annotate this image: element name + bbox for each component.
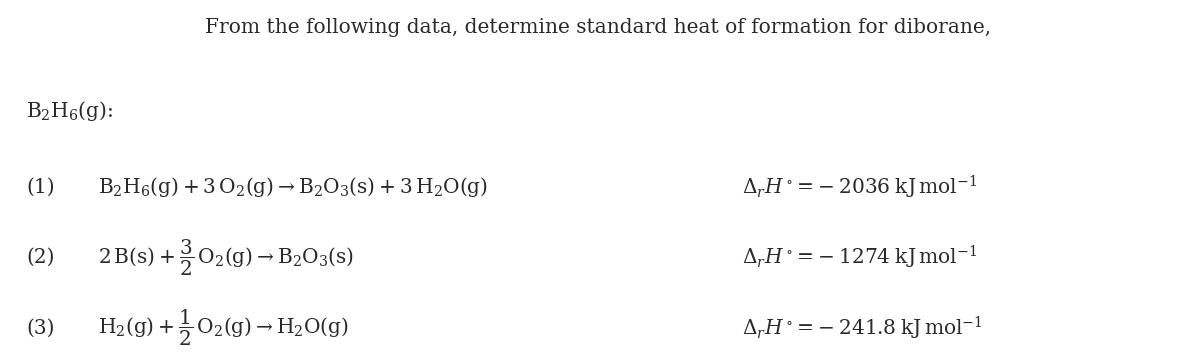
Text: $\mathrm{2\,B(s)+\dfrac{3}{2}\,O_2(g)\rightarrow B_2O_3(s)}$: $\mathrm{2\,B(s)+\dfrac{3}{2}\,O_2(g)\ri… <box>98 238 354 278</box>
Text: (1): (1) <box>26 178 55 197</box>
Text: From the following data, determine standard heat of formation for diborane,: From the following data, determine stand… <box>205 18 991 37</box>
Text: (2): (2) <box>26 248 55 267</box>
Text: $\mathrm{H_2(g)+\dfrac{1}{2}\,O_2(g)\rightarrow H_2O(g)}$: $\mathrm{H_2(g)+\dfrac{1}{2}\,O_2(g)\rig… <box>98 308 349 348</box>
Text: $\mathrm{B_2H_6(g)}$:: $\mathrm{B_2H_6(g)}$: <box>26 99 114 123</box>
Text: $\Delta_r H^\circ\!=\!-2036\;\mathrm{kJ\,mol^{-1}}$: $\Delta_r H^\circ\!=\!-2036\;\mathrm{kJ\… <box>742 173 976 201</box>
Text: $\Delta_r H^\circ\!=\!-1274\;\mathrm{kJ\,mol^{-1}}$: $\Delta_r H^\circ\!=\!-1274\;\mathrm{kJ\… <box>742 244 976 271</box>
Text: $\mathrm{B_2H_6(g)+3\,O_2(g)\rightarrow B_2O_3(s)+3\,H_2O(g)}$: $\mathrm{B_2H_6(g)+3\,O_2(g)\rightarrow … <box>98 175 488 199</box>
Text: $\Delta_r H^\circ\!=\!-241.8\;\mathrm{kJ\,mol^{-1}}$: $\Delta_r H^\circ\!=\!-241.8\;\mathrm{kJ… <box>742 315 982 342</box>
Text: (3): (3) <box>26 319 55 338</box>
